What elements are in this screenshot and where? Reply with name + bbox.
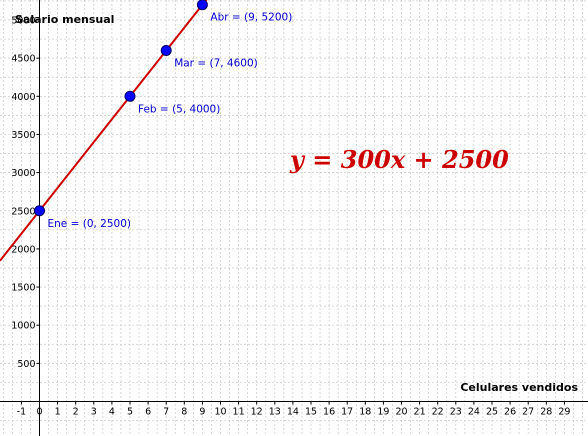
data-points — [34, 0, 208, 217]
y-tick-label: 4000 — [11, 92, 35, 103]
x-tick-label: 21 — [414, 407, 426, 418]
y-tick-label: 1000 — [11, 321, 35, 332]
tick-labels: -1 0 1 2 3 4 5 6 7 8 9 10 11 12 13 14 15 16 17 18 19 20 21 22 23… — [11, 16, 570, 436]
x-tick-label: 23 — [450, 407, 462, 418]
y-axis-title: Salario mensual — [15, 13, 114, 26]
y-tick-label: 4500 — [11, 54, 35, 65]
x-axis-title: Celulares vendidos — [460, 381, 578, 394]
y-tick-label: 2500 — [11, 206, 35, 217]
y-tick-label: 3500 — [11, 130, 35, 141]
x-tick-label: 10 — [214, 407, 226, 418]
x-tick-label: 9 — [199, 407, 205, 418]
regression-line-group — [0, 0, 208, 262]
regression-line — [0, 0, 208, 262]
x-tick-label: 11 — [233, 407, 245, 418]
x-tick-label: 15 — [305, 407, 317, 418]
y-tick-label: 500 — [17, 359, 35, 370]
x-tick-label: 16 — [323, 407, 335, 418]
x-tick-label: 8 — [181, 407, 187, 418]
line-equation: y = 300x + 2500 — [289, 145, 509, 174]
y-tick-label: 2000 — [11, 244, 35, 255]
y-tick-label: 3000 — [11, 168, 35, 179]
x-tick-label: 12 — [251, 407, 263, 418]
x-tick-label: 19 — [377, 407, 389, 418]
y-tick-label: 1500 — [11, 283, 35, 294]
x-tick-label: 29 — [558, 407, 570, 418]
x-tick-label: 28 — [540, 407, 552, 418]
point-labels: Ene = (0, 2500) Feb = (5, 4000) Mar = (7, … — [48, 12, 293, 230]
x-tick-label: 0 — [36, 407, 42, 418]
x-tick-label: 22 — [432, 407, 444, 418]
x-tick-label: 13 — [269, 407, 281, 418]
x-tick-label: 5 — [127, 407, 133, 418]
x-tick-label: 25 — [486, 407, 498, 418]
x-tick-label: 17 — [341, 407, 353, 418]
data-point-label: Ene = (0, 2500) — [48, 218, 132, 230]
x-tick-label: 4 — [109, 407, 115, 418]
data-point — [160, 45, 172, 57]
data-point — [124, 90, 136, 102]
x-tick-label: 1 — [55, 407, 61, 418]
data-point-label: Mar = (7, 4600) — [174, 58, 258, 70]
x-tick-label: 27 — [522, 407, 534, 418]
x-tick-label: 18 — [359, 407, 371, 418]
x-tick-label: 20 — [395, 407, 407, 418]
x-tick-label: 24 — [468, 407, 480, 418]
data-point — [34, 205, 45, 217]
x-tick-label: 3 — [91, 407, 97, 418]
x-tick-label: 14 — [287, 407, 299, 418]
x-tick-label: 7 — [163, 407, 169, 418]
y-tick-label: 5000 — [11, 16, 35, 27]
data-point-label: Feb = (5, 4000) — [138, 103, 220, 115]
x-tick-label: -1 — [17, 407, 26, 418]
x-tick-label: 6 — [145, 407, 151, 418]
x-tick-label: 26 — [504, 407, 516, 418]
x-tick-label: 2 — [73, 407, 79, 418]
data-point-label: Abr = (9, 5200) — [210, 12, 292, 24]
data-point — [196, 0, 208, 11]
